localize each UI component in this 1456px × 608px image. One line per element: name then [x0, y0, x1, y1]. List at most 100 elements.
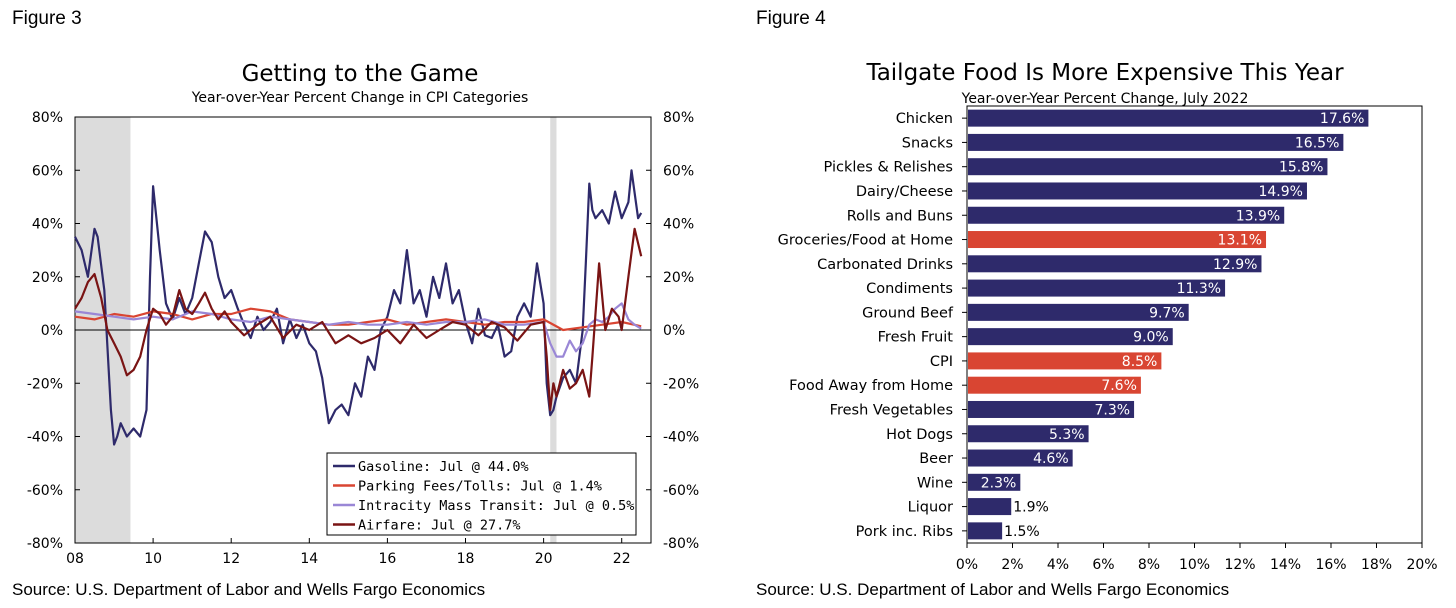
category-label: Ground Beef: [862, 305, 954, 321]
x-tick-label: 10: [144, 551, 162, 567]
x-tick-label: 20%: [1406, 557, 1437, 573]
bar-10: [968, 352, 1162, 370]
legend-label-2: Intracity Mass Transit: Jul @ 0.5%: [358, 498, 634, 514]
y-tick-label-right: -20%: [663, 376, 699, 392]
y-tick-label-left: 60%: [32, 163, 63, 179]
bar-0: [968, 109, 1369, 127]
bar-value-label: 12.9%: [1213, 257, 1257, 273]
bar-value-label: 9.0%: [1133, 330, 1169, 346]
bar-16: [968, 498, 1012, 516]
category-label: Pickles & Relishes: [824, 160, 953, 176]
line-chart: Getting to the Game Year-over-Year Percen…: [27, 61, 699, 567]
y-tick-label-right: 80%: [663, 110, 694, 126]
bar-value-label: 13.9%: [1236, 208, 1280, 224]
bar-15: [968, 473, 1021, 491]
x-tick-label: 12: [222, 551, 240, 567]
category-label: Fresh Fruit: [878, 330, 954, 346]
bar-value-label: 7.6%: [1101, 378, 1137, 394]
category-label: Fresh Vegetables: [830, 402, 953, 418]
y-tick-label-right: -60%: [663, 483, 699, 499]
category-label: Carbonated Drinks: [817, 257, 953, 273]
category-label: Hot Dogs: [886, 427, 953, 443]
bar-12: [968, 400, 1135, 418]
bar-9: [968, 328, 1173, 346]
x-tick-label: 4%: [1047, 557, 1069, 573]
bar-3: [968, 182, 1307, 200]
legend-box: [326, 452, 637, 536]
bar-value-label: 15.8%: [1279, 160, 1323, 176]
category-label: Chicken: [896, 111, 953, 127]
x-tick-label: 0%: [956, 557, 978, 573]
y-tick-label-right: -40%: [663, 430, 699, 446]
x-tick-label: 14%: [1270, 557, 1301, 573]
bar-11: [968, 376, 1141, 394]
bar-5: [968, 231, 1267, 249]
y-tick-label-left: 20%: [32, 270, 63, 286]
bar-value-label: 13.1%: [1218, 233, 1262, 249]
bar-6: [968, 255, 1262, 273]
x-tick-label: 18%: [1361, 557, 1392, 573]
category-label: CPI: [930, 354, 953, 370]
y-tick-label-left: 0%: [41, 323, 63, 339]
figure-4-panel: Figure 4 Tailgate Food Is More Expensive…: [728, 0, 1456, 608]
y-tick-label-left: -60%: [27, 483, 63, 499]
figure-3-label: Figure 3: [12, 8, 82, 29]
bar-value-label: 9.7%: [1149, 305, 1185, 321]
bar-14: [968, 449, 1073, 467]
figure-4-source: Source: U.S. Department of Labor and Wel…: [756, 580, 1230, 599]
bar-17: [968, 522, 1003, 540]
bar-value-label: 8.5%: [1122, 354, 1158, 370]
y-tick-label-right: 60%: [663, 163, 694, 179]
series-line-3: [74, 227, 643, 411]
bar-value-label: 1.9%: [1013, 500, 1049, 516]
category-label: Snacks: [902, 135, 953, 151]
y-tick-label-left: 80%: [32, 110, 63, 126]
x-tick-label: 6%: [1092, 557, 1114, 573]
category-label: Pork inc. Ribs: [856, 524, 953, 540]
y-tick-label-right: 0%: [663, 323, 685, 339]
x-tick-label: 10%: [1179, 557, 1210, 573]
bar-value-label: 2.3%: [981, 475, 1017, 491]
y-tick-label-right: 20%: [663, 270, 694, 286]
x-tick-label: 14: [300, 551, 318, 567]
category-label: Condiments: [866, 281, 953, 297]
legend-label-1: Parking Fees/Tolls: Jul @ 1.4%: [358, 479, 602, 495]
category-label: Liquor: [908, 500, 953, 516]
x-tick-label: 8%: [1138, 557, 1160, 573]
category-label: Food Away from Home: [789, 378, 953, 394]
category-label: Beer: [919, 451, 953, 467]
legend-label-0: Gasoline: Jul @ 44.0%: [358, 459, 529, 475]
category-label: Rolls and Buns: [847, 208, 953, 224]
bar-value-label: 17.6%: [1320, 111, 1364, 127]
bar-value-label: 7.3%: [1094, 402, 1130, 418]
y-tick-label-left: -80%: [27, 536, 63, 552]
bar-value-label: 1.5%: [1004, 524, 1040, 540]
figure-4-label: Figure 4: [756, 8, 826, 29]
category-label: Groceries/Food at Home: [778, 233, 953, 249]
bar-7: [968, 279, 1226, 297]
bar-value-label: 4.6%: [1033, 451, 1069, 467]
x-tick-label: 16%: [1315, 557, 1346, 573]
figure-3-panel: Figure 3 Getting to the Game Year-over-Ye…: [12, 8, 699, 599]
bar-13: [968, 425, 1089, 443]
bar-1: [968, 133, 1344, 151]
x-tick-label: 08: [66, 551, 84, 567]
bar-chart: Tailgate Food Is More Expensive This Yea…: [778, 60, 1438, 573]
y-tick-label-left: -40%: [27, 430, 63, 446]
figure-3-source: Source: U.S. Department of Labor and Wel…: [12, 580, 486, 599]
chart-title: Getting to the Game: [242, 61, 479, 87]
x-tick-label: 2%: [1001, 557, 1023, 573]
chart-subtitle: Year-over-Year Percent Change, July 2022: [961, 91, 1249, 107]
y-tick-label-left: 40%: [32, 217, 63, 233]
x-tick-label: 20: [535, 551, 553, 567]
bar-value-label: 14.9%: [1258, 184, 1302, 200]
y-tick-label-left: -20%: [27, 376, 63, 392]
bar-4: [968, 206, 1285, 224]
legend-label-3: Airfare: Jul @ 27.7%: [358, 518, 521, 534]
bar-value-label: 5.3%: [1049, 427, 1085, 443]
chart-title: Tailgate Food Is More Expensive This Yea…: [865, 60, 1344, 86]
bar-8: [968, 303, 1189, 321]
x-tick-label: 18: [457, 551, 475, 567]
chart-subtitle: Year-over-Year Percent Change in CPI Cat…: [191, 90, 529, 106]
bar-2: [968, 158, 1328, 176]
